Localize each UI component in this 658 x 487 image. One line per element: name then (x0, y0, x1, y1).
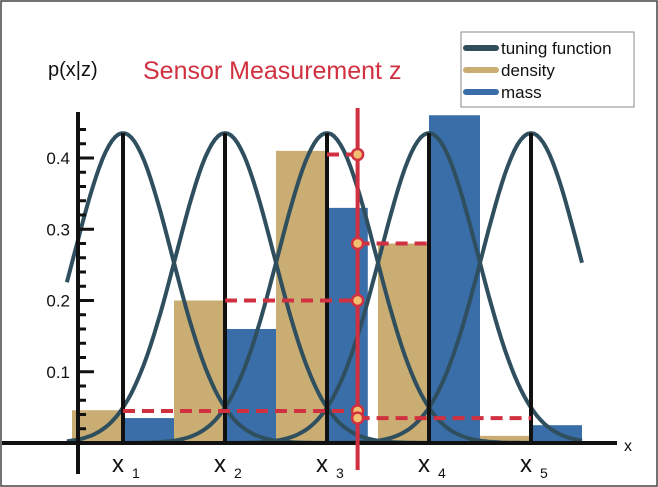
density-bar-4 (378, 243, 429, 443)
y-tick-label: 0.4 (46, 149, 70, 168)
node-label-subscript-5: 5 (540, 465, 548, 481)
legend-label-density: density (501, 61, 555, 80)
axes-layer: 0.1 0.2 0.3 0.4 (2, 112, 617, 474)
intersection-marker-5 (350, 411, 365, 425)
chart-title: Sensor Measurement z (143, 57, 401, 85)
node-label-subscript-2: 2 (234, 465, 242, 481)
y-tick-label: 0.3 (46, 220, 70, 239)
y-axis-label: p(x|z) (48, 59, 98, 81)
node-label-subscript-4: 4 (438, 465, 446, 481)
node-label-5: x (520, 451, 532, 478)
node-label-3: x (316, 451, 328, 478)
y-tick-label: 0.1 (46, 363, 70, 382)
node-label-4: x (418, 451, 430, 478)
legend-label-mass: mass (501, 83, 542, 102)
legend: tuning function density mass (460, 31, 635, 108)
density-bar-5 (480, 435, 531, 443)
mass-bar-1 (123, 418, 174, 443)
intersection-marker-3 (350, 293, 365, 308)
x-axis-label: x (624, 438, 632, 455)
node-label-1: x (112, 451, 124, 478)
node-label-2: x (214, 451, 226, 478)
density-bar-2 (174, 300, 225, 443)
node-label-subscript-1: 1 (132, 465, 140, 481)
legend-label-tuning-function: tuning function (501, 39, 612, 58)
intersection-marker-1 (350, 147, 365, 162)
y-tick-label: 0.2 (46, 292, 70, 311)
measurement-layer (350, 108, 365, 470)
node-label-subscript-3: 3 (336, 465, 344, 481)
intersection-marker-2 (350, 236, 365, 251)
node-lines-layer (121, 133, 533, 443)
